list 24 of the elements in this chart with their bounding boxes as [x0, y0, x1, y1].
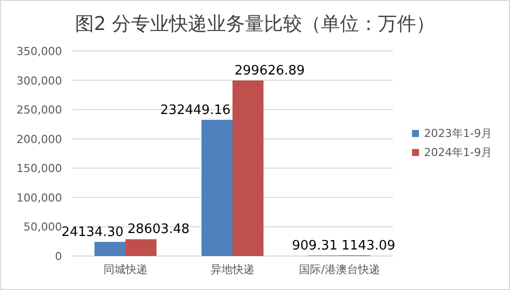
y-tick-label: 100,000	[16, 191, 62, 204]
x-tick-label: 同城快递	[104, 263, 148, 276]
bar	[94, 242, 126, 256]
y-tick-label: 200,000	[16, 132, 62, 146]
x-tick-label: 国际/港澳台快递	[299, 263, 380, 276]
x-tick-label: 异地快递	[210, 263, 254, 276]
data-label: 24134.30	[61, 224, 124, 240]
y-tick-label: 250,000	[16, 104, 62, 117]
y-tick-label: 0	[55, 250, 62, 263]
bar	[126, 239, 156, 256]
chart-title: 图2 分专业快递业务量比较（单位：万件）	[74, 13, 436, 35]
data-label: 232449.16	[160, 102, 230, 118]
data-label: 299626.89	[234, 64, 305, 79]
legend-label: 2024年1-9月	[424, 146, 492, 159]
legend-label: 2023年1-9月	[424, 127, 492, 140]
y-tick-label: 350,000	[16, 45, 62, 58]
bar	[232, 80, 264, 256]
bar	[202, 120, 232, 256]
y-tick-label: 150,000	[16, 162, 62, 176]
data-label: 28603.48	[128, 222, 190, 238]
y-tick-label: 50,000	[24, 220, 62, 234]
data-label: 909.31	[292, 238, 338, 254]
y-tick-label: 300,000	[16, 74, 62, 88]
data-label: 1143.09	[342, 238, 396, 254]
